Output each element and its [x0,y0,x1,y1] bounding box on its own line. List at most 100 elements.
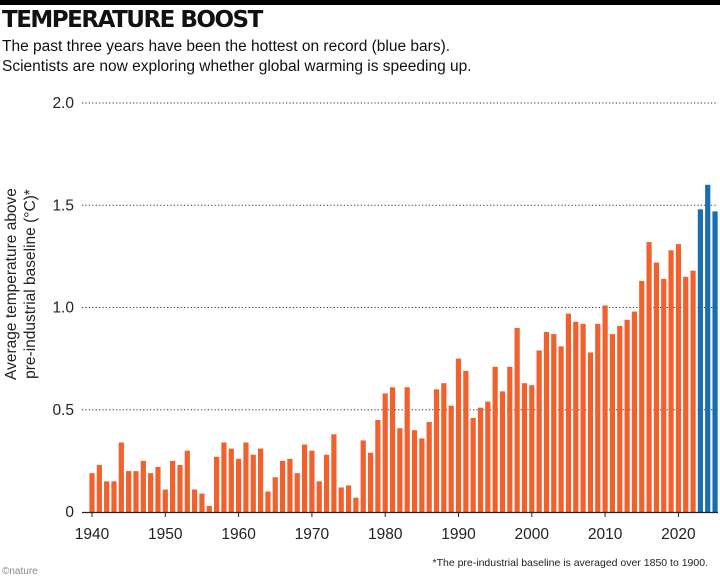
x-tick-label: 1970 [295,526,330,543]
bars [89,184,718,513]
bar [170,460,176,512]
y-tick-label: 1.0 [52,300,74,317]
x-tick-label: 1940 [75,526,110,543]
chart-title: TEMPERATURE BOOST [2,7,263,33]
bar [617,325,623,512]
bar [565,313,572,512]
bar [177,464,183,512]
bar [602,305,608,512]
bar [551,334,557,512]
y-tick-labels: 0 0.5 1.0 1.5 2.0 [52,95,74,521]
bar [609,334,616,512]
bar [441,383,447,512]
bar [514,327,520,512]
bar [221,442,227,512]
bar-highlight [712,211,718,512]
bar [529,385,535,512]
bar [345,485,352,512]
x-tick-label: 1950 [148,526,183,543]
bar [96,464,102,512]
bar [236,458,242,512]
bar [360,440,366,512]
bar [404,387,410,512]
bar [316,481,322,512]
bar [243,442,249,512]
bar [448,405,454,512]
bar [485,401,491,512]
x-tick-label: 2020 [661,526,696,543]
bar [353,497,359,512]
bar [653,262,660,512]
bar-highlight [697,209,703,512]
bar [301,444,308,512]
bar [639,280,645,512]
subtitle-line-1: The past three years have been the hotte… [2,38,451,55]
bar [521,383,528,512]
bar [279,460,286,512]
bar [499,391,506,512]
bar [118,442,124,512]
bar [104,481,110,512]
bar [507,366,513,512]
bar [140,460,146,512]
bar [624,319,630,512]
bar [631,311,638,512]
bar [309,450,315,512]
bar [690,270,696,512]
bar [492,366,498,512]
bar [573,321,579,512]
x-tick-label: 1980 [368,526,403,543]
y-tick-label: 0.5 [52,402,74,419]
bar [543,332,550,512]
bar [397,428,403,512]
bar [287,458,293,512]
bar [206,505,212,512]
y-tick-label: 0 [65,504,74,521]
bar [192,489,198,512]
bar-highlight [705,184,711,513]
bar [148,473,154,512]
bar [426,422,432,512]
bar [646,242,652,512]
x-tick-label: 1990 [441,526,476,543]
bar [389,387,396,512]
bar [294,473,300,512]
bar [250,454,256,512]
bar [272,477,278,512]
bar [184,450,190,512]
bar [470,417,476,512]
bar [89,473,95,512]
chart-subtitle: The past three years have been the hotte… [2,37,702,77]
bar [126,471,132,512]
nature-logo: ©nature [2,566,38,577]
bar [265,491,271,512]
bar [587,352,594,512]
bar [683,276,689,512]
bar [668,250,674,513]
bar [338,487,344,512]
x-axis: 1940 1950 1960 1970 1980 1990 2000 2010 2020 [75,511,718,543]
y-tick-label: 1.5 [52,197,74,214]
bar [199,493,205,512]
bar [257,448,264,512]
bar [111,481,117,512]
bar [214,456,220,512]
top-rule [0,0,720,5]
bar [675,244,681,513]
x-tick-label: 2000 [515,526,550,543]
bar [323,454,330,512]
x-tick-label: 1960 [221,526,256,543]
subtitle-line-2: Scientists are now exploring whether glo… [2,58,472,75]
bar [433,389,440,512]
bar [331,434,337,512]
bar [155,467,161,512]
gridlines [82,102,718,411]
x-tick-label: 2010 [588,526,623,543]
bar [536,350,542,512]
bar [375,419,381,512]
bar [162,489,168,512]
bar [455,358,462,512]
bar [382,393,388,512]
bar [661,278,667,512]
